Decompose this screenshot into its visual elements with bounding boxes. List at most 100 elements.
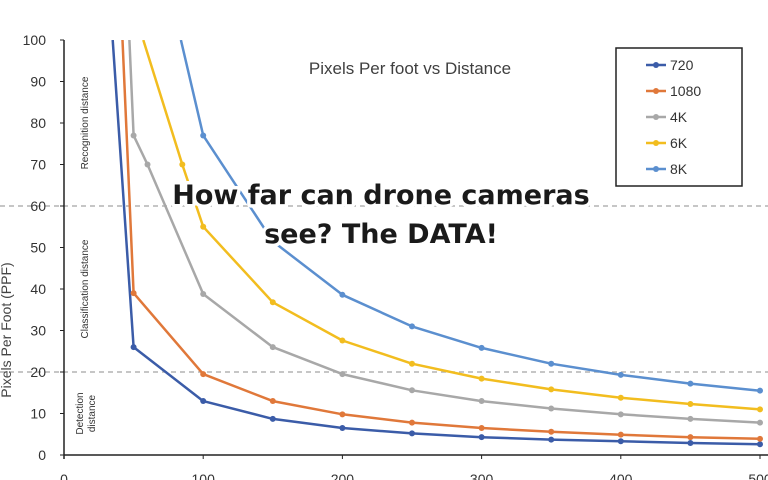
chart-title: Pixels Per foot vs Distance xyxy=(309,59,511,78)
y-tick-label: 90 xyxy=(30,74,46,90)
data-point xyxy=(409,360,415,367)
legend-marker-8K xyxy=(653,166,659,172)
region-label-text: distance xyxy=(87,394,98,432)
data-point xyxy=(339,291,346,298)
data-point xyxy=(200,371,207,378)
series-720 xyxy=(111,40,763,448)
legend-label-6K: 6K xyxy=(670,135,688,151)
data-point xyxy=(269,344,276,351)
y-tick-label: 50 xyxy=(30,240,46,256)
data-point xyxy=(757,441,763,448)
data-point xyxy=(269,238,276,245)
data-point xyxy=(478,434,485,441)
x-tick-label: 200 xyxy=(331,471,355,480)
y-tick-label: 100 xyxy=(23,32,47,48)
region-labels: Recognition distance Classification dista… xyxy=(75,76,98,434)
legend-marker-6K xyxy=(653,140,659,146)
x-tick-label: 400 xyxy=(609,471,633,480)
region-label-text: Classification distance xyxy=(80,239,91,338)
x-tick-label: 0 xyxy=(60,471,68,480)
data-point xyxy=(617,371,624,378)
series-group xyxy=(111,40,763,448)
data-point xyxy=(548,386,555,393)
y-tick-label: 0 xyxy=(38,447,46,463)
legend: 720 1080 4K 6K 8K xyxy=(615,47,743,187)
data-point xyxy=(409,419,415,426)
data-point xyxy=(478,375,485,382)
data-point xyxy=(757,406,763,413)
data-point xyxy=(757,387,763,394)
y-tick-label: 70 xyxy=(30,157,46,173)
y-tick-label: 20 xyxy=(30,364,46,380)
data-point xyxy=(409,323,415,330)
axes: 0 10 20 30 40 50 60 70 80 90 100 0 100 200 300 400 500 xyxy=(23,32,768,480)
legend-marker-4K xyxy=(653,114,659,120)
legend-marker-720 xyxy=(653,62,659,68)
data-point xyxy=(339,337,346,344)
region-label-text: Recognition distance xyxy=(80,76,91,169)
data-point xyxy=(409,430,415,437)
overlay-heading-line: How far can drone cameras xyxy=(172,180,589,211)
data-point xyxy=(687,439,694,446)
y-tick-label: 10 xyxy=(30,406,46,422)
legend-label-1080: 1080 xyxy=(670,83,701,99)
data-point xyxy=(757,435,763,442)
series-6K xyxy=(142,40,763,413)
data-point xyxy=(687,400,694,407)
data-point xyxy=(269,299,276,306)
data-point xyxy=(409,387,415,394)
data-point xyxy=(269,398,276,405)
region-label: Recognition distance xyxy=(80,76,91,169)
data-point xyxy=(548,405,555,412)
y-tick-label: 80 xyxy=(30,115,46,131)
series-line-4K xyxy=(128,40,761,424)
legend-marker-1080 xyxy=(653,88,659,94)
data-point xyxy=(617,438,624,445)
data-point xyxy=(269,415,276,422)
series-1080 xyxy=(121,40,763,442)
x-tick-label: 300 xyxy=(470,471,494,480)
data-point xyxy=(617,431,624,438)
data-point xyxy=(687,434,694,441)
reference-lines xyxy=(0,205,768,373)
legend-label-8K: 8K xyxy=(670,161,688,177)
y-tick-label: 30 xyxy=(30,323,46,339)
data-point xyxy=(130,344,137,351)
region-label-text: Detection xyxy=(75,392,86,434)
data-point xyxy=(200,132,207,139)
x-tick-label: 100 xyxy=(192,471,216,480)
legend-label-720: 720 xyxy=(670,57,694,73)
data-point xyxy=(130,290,137,297)
region-label: Classification distance xyxy=(80,239,91,338)
data-point xyxy=(687,415,694,422)
data-point xyxy=(179,161,186,168)
y-tick-label: 40 xyxy=(30,281,46,297)
y-axis-label: Pixels Per Foot (PPF) xyxy=(0,262,14,397)
overlay-heading: How far can drone cameras see? The DATA! xyxy=(169,177,593,254)
series-4K xyxy=(128,40,763,426)
data-point xyxy=(339,411,346,418)
data-point xyxy=(478,344,485,351)
data-point xyxy=(339,371,346,378)
legend-label-4K: 4K xyxy=(670,109,688,125)
data-point xyxy=(548,360,555,367)
data-point xyxy=(200,290,207,297)
series-line-8K xyxy=(179,40,761,392)
data-point xyxy=(617,394,624,401)
region-label: Detection distance xyxy=(75,392,98,434)
y-tick-label: 60 xyxy=(30,198,46,214)
overlay-heading-line: see? The DATA! xyxy=(264,219,498,250)
data-point xyxy=(130,132,137,139)
data-point xyxy=(200,223,207,230)
data-point xyxy=(200,398,207,405)
series-8K xyxy=(179,40,763,394)
data-point xyxy=(478,425,485,432)
data-point xyxy=(548,436,555,443)
data-point xyxy=(339,425,346,432)
data-point xyxy=(617,411,624,418)
data-point xyxy=(687,380,694,387)
data-point xyxy=(757,419,763,426)
data-point xyxy=(548,428,555,435)
data-point xyxy=(144,161,151,168)
